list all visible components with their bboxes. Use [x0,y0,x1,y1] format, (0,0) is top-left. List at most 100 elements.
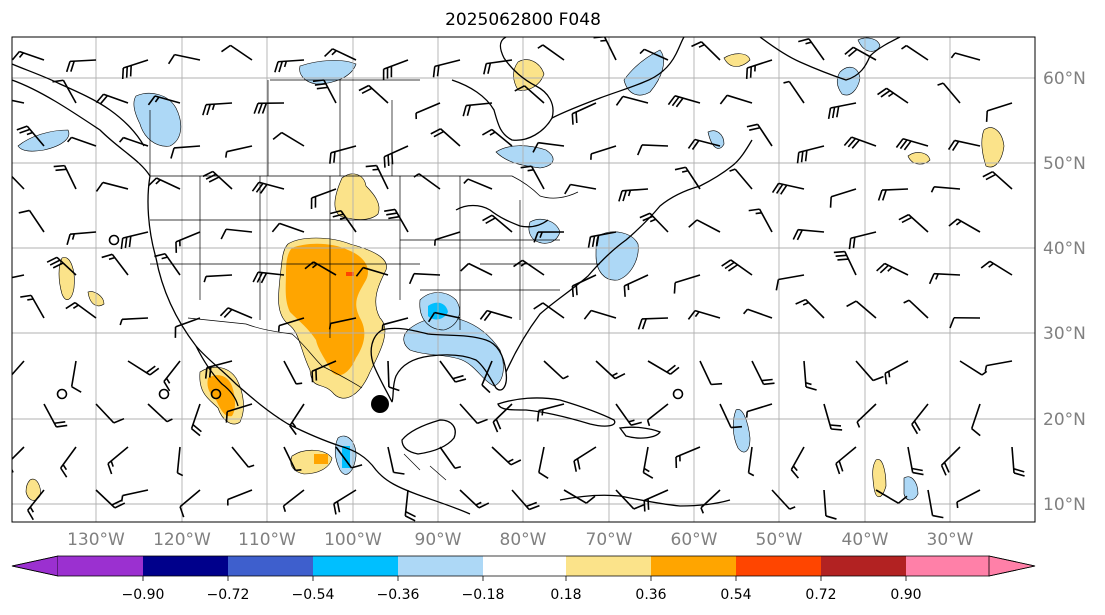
wind-barb [803,360,817,391]
wind-barb [746,123,773,147]
colorbar: −0.90 −0.72 −0.54 −0.36 −0.18 0.18 0.36 … [11,555,1036,603]
wind-barb [571,274,597,298]
wind-barb [511,489,540,511]
wind-barb [950,52,981,61]
wind-barb [583,309,617,320]
wind-barb [175,231,201,253]
wind-barb [226,489,253,506]
wind-barb [615,489,645,510]
wind-barb [623,274,649,297]
hot-region-southern-plains [285,243,368,376]
coastline-yucatan [401,419,456,455]
wind-barb [747,446,755,477]
warm-region-pacific-south [25,478,41,501]
wind-barb [355,266,389,277]
colorbar-segment [566,556,651,576]
latitude-labels: 60°N 50°N 40°N 30°N 20°N 10°N [1043,69,1086,515]
wind-barb [277,317,305,332]
wind-barb [12,175,25,190]
wind-barb [771,489,796,510]
wind-barbs [12,37,1025,522]
wind-barb [304,261,337,276]
wind-barb [27,489,45,521]
wind-barb [479,309,513,322]
wind-barb [687,138,721,150]
colorbar-outline [11,555,1036,577]
wind-barb [408,272,441,285]
warm-region-northern-plains [334,173,380,220]
wind-barb [792,228,825,241]
colorbar-segment [651,556,736,576]
lake-great-lakes [455,204,549,228]
wind-barb [719,403,743,429]
wind-barb [928,272,961,285]
colorbar-segment [143,556,228,576]
wind-barb [483,59,513,75]
wind-barb [639,212,669,233]
wind-barb [383,145,409,168]
wind-barb [120,231,149,250]
calm-marker [56,388,68,400]
wind-barb [430,128,461,147]
wind-barb [387,446,405,475]
wind-barb [513,259,545,276]
wind-barb [427,311,461,323]
wind-barb [595,360,626,380]
wind-barb [729,168,753,190]
wind-barb [573,446,597,472]
wind-barb [225,145,253,158]
wind-barb [514,85,545,104]
wind-barb [930,186,961,193]
wind-barb [439,446,462,470]
wind-barb [107,446,129,475]
wind-barb [639,48,669,61]
colorbar-tick-label: 0.36 [635,587,666,603]
wind-barb [121,59,149,80]
coastlines [12,37,901,515]
wind-barb [911,403,929,435]
wind-barb [481,360,493,394]
wind-barb [790,446,805,479]
wind-barb [699,360,723,386]
wind-barb [328,317,357,330]
wind-barb [538,446,549,480]
wind-barb [252,271,285,284]
wind-barb [283,360,303,385]
cool-region-alaska [17,129,70,152]
wind-barb [459,403,488,425]
wind-barb [174,317,201,338]
wind-barb [382,59,409,81]
wind-barb [415,102,441,120]
wind-barb [220,228,253,240]
wind-barb [120,489,149,502]
coastline-alaska-panhandle [12,63,145,147]
colorbar-segment [228,556,313,576]
wind-barb [459,489,490,509]
lon-label: 130°W [67,530,125,550]
wind-barb [365,164,389,190]
wind-barb [587,231,617,248]
warm-region-atlantic-ne [981,127,1005,168]
wind-barb [221,44,253,61]
cool-region-greenland-2 [857,37,881,52]
wind-barb [956,489,981,509]
wind-barb [147,403,173,423]
wind-barb [66,231,97,246]
wind-barb [564,183,597,195]
wind-barb [771,182,805,195]
wind-barb [636,144,669,156]
border-states-1 [150,176,521,338]
colorbar-over-arrow [988,555,1036,577]
wind-barb [827,102,857,119]
border-us-mexico [187,317,363,389]
map-frame [11,36,1036,523]
wind-barb [65,59,97,73]
wind-barb [202,102,233,116]
wind-barb [520,165,545,190]
wind-barb [877,87,909,104]
wind-barb [95,489,126,509]
wind-barb [687,309,721,320]
wind-barb [154,252,181,276]
wind-barb [927,489,944,519]
lat-label: 40°N [1043,239,1086,259]
